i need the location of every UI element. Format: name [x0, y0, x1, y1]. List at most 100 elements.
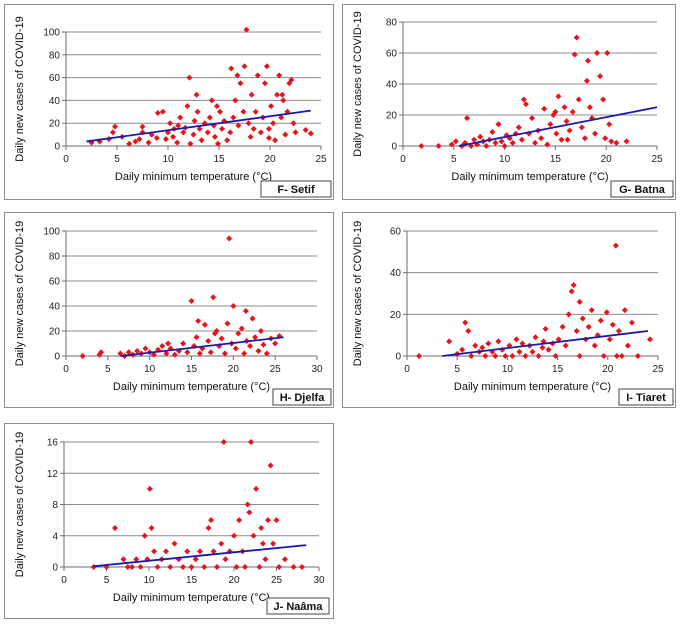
data-point [515, 124, 522, 131]
data-point [198, 137, 205, 144]
data-point [498, 138, 505, 145]
y-tick-label: 20 [49, 119, 61, 130]
data-point [235, 122, 242, 129]
station-label: J- Naâma [274, 601, 324, 613]
data-point [234, 72, 241, 79]
x-tick-label: 10 [502, 364, 514, 375]
data-point [162, 136, 169, 143]
station-label: F- Setif [277, 184, 315, 196]
data-point [558, 136, 565, 143]
data-point [292, 129, 299, 136]
data-point [555, 93, 562, 100]
station-label-box [266, 597, 330, 615]
data-point [542, 325, 549, 332]
x-tick-label: 20 [228, 575, 240, 586]
data-point [471, 136, 478, 143]
data-point [552, 353, 559, 359]
data-point [222, 556, 229, 563]
data-point [263, 350, 270, 357]
y-tick-label: 80 [49, 50, 61, 61]
x-tick-label: 10 [499, 154, 511, 165]
data-point [141, 532, 148, 539]
data-point [565, 311, 572, 318]
y-tick-label: 40 [390, 268, 402, 279]
data-point [600, 353, 607, 359]
data-point [495, 121, 502, 128]
data-point [586, 104, 593, 111]
data-point [483, 143, 490, 149]
data-point [214, 140, 221, 147]
data-point [501, 143, 508, 149]
data-point [613, 139, 620, 146]
data-point [489, 348, 496, 355]
x-tick-label: 15 [550, 154, 562, 165]
data-point [208, 517, 215, 524]
x-tick-label: 10 [144, 364, 156, 375]
station-label: H- Djelfa [280, 392, 326, 404]
data-point [578, 124, 585, 131]
data-point [163, 350, 170, 357]
data-point [154, 109, 161, 116]
y-tick-label: 20 [386, 111, 398, 122]
data-point [252, 334, 259, 341]
data-point [235, 330, 242, 337]
data-point [529, 348, 536, 355]
data-point [579, 315, 586, 322]
data-point [624, 342, 631, 349]
y-axis-title: Daily new cases of COVID-19 [14, 432, 26, 578]
trend-line [442, 330, 649, 357]
data-point [191, 117, 198, 124]
y-tick-label: 100 [43, 227, 60, 238]
data-point [262, 556, 269, 563]
data-point [603, 309, 610, 316]
data-point [545, 346, 552, 353]
data-point [194, 108, 201, 115]
data-point [165, 340, 172, 347]
data-point [270, 540, 277, 547]
data-point [259, 540, 266, 547]
data-point [111, 123, 118, 130]
data-point [302, 127, 309, 134]
data-point [250, 532, 257, 539]
data-point [570, 282, 577, 289]
data-point [126, 140, 133, 147]
data-point [224, 137, 231, 144]
data-point [568, 288, 575, 295]
data-point [418, 143, 425, 149]
data-point [218, 540, 225, 547]
data-point [190, 131, 197, 138]
data-point [125, 349, 132, 356]
data-point [207, 349, 214, 356]
y-axis-title: Daily new cases of COVID-19 [352, 221, 364, 367]
data-point [208, 97, 215, 104]
data-point [159, 343, 166, 349]
data-point [518, 136, 525, 143]
data-point [489, 129, 496, 136]
y-tick-label: 16 [47, 438, 59, 449]
data-point [136, 136, 143, 143]
data-point [255, 348, 262, 354]
data-point [468, 353, 475, 359]
data-point [221, 350, 228, 357]
x-axis-title: Daily minimum temperature (°C) [113, 592, 270, 604]
data-point [492, 139, 499, 146]
data-point [242, 564, 249, 570]
data-point [145, 139, 152, 146]
data-point [552, 108, 559, 115]
data-point [195, 318, 202, 324]
data-point [98, 349, 105, 356]
data-point [569, 108, 576, 115]
data-point [606, 121, 613, 128]
data-point [446, 338, 453, 345]
data-point [276, 72, 283, 79]
data-point [606, 336, 613, 343]
data-point [196, 125, 203, 132]
y-tick-label: 60 [390, 227, 402, 238]
data-point [288, 76, 295, 83]
chart-svg-djelfa: 0 20 40 60 80 100 0 5 10 15 20 25 30 Daily minimum te… [14, 221, 332, 406]
y-axis-title: Daily new cases of COVID-19 [14, 221, 26, 367]
data-point [186, 74, 193, 81]
data-point [282, 131, 289, 138]
data-point [597, 73, 604, 80]
data-point [248, 91, 255, 98]
